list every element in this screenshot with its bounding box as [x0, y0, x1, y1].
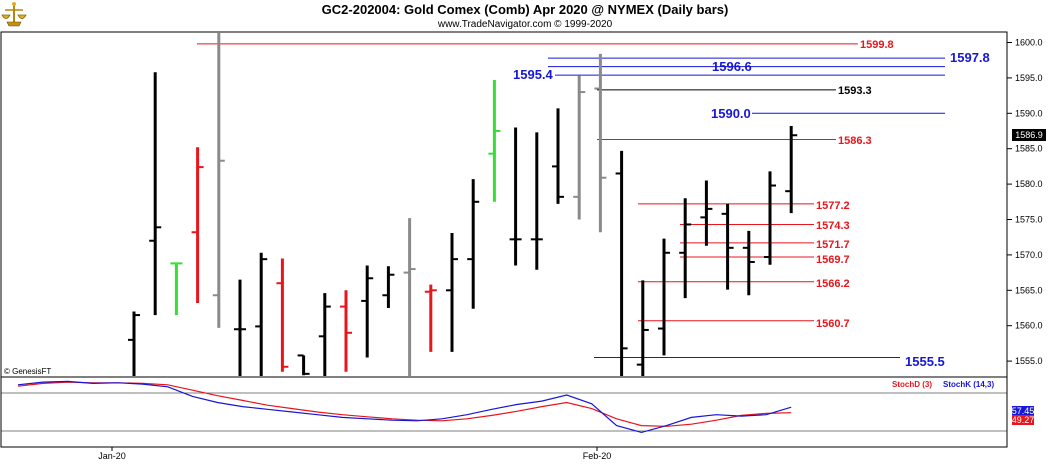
ohlc-bar	[785, 126, 798, 214]
ohlc-bar	[212, 33, 225, 328]
level-label: 1577.2	[816, 200, 850, 212]
ohlc-bar	[700, 180, 713, 246]
level-label: 1597.8	[950, 50, 990, 65]
ohlc-bar	[636, 280, 649, 376]
stoch-k-legend: StochK (14,3)	[943, 380, 994, 389]
ohlc-bar	[721, 203, 734, 290]
price-tick-label: 1570.0	[1015, 250, 1043, 260]
level-label: 1595.4	[513, 67, 554, 82]
stoch-d-value-tag	[1012, 415, 1034, 425]
stoch-k-value-tag	[1012, 406, 1034, 416]
ohlc-bar	[552, 108, 564, 204]
stoch-d-legend: StochD (3)	[892, 380, 932, 389]
ohlc-bar	[658, 238, 670, 356]
stoch-k-value: 57.45	[1012, 406, 1035, 416]
ohlc-bar	[128, 311, 140, 376]
ohlc-bar	[234, 279, 246, 376]
ohlc-bar	[764, 171, 776, 265]
ohlc-bar	[255, 252, 268, 376]
price-tick-label: 1585.0	[1015, 144, 1043, 154]
ohlc-bar	[191, 147, 204, 304]
ohlc-bar	[530, 132, 543, 270]
level-label: 1571.7	[816, 239, 850, 251]
date-tick-label: Feb-20	[583, 451, 612, 461]
chart-subtitle: www.TradeNavigator.com © 1999-2020	[437, 19, 613, 30]
stoch-k-line	[17, 380, 792, 434]
last-price-label: 1586.9	[1015, 130, 1043, 140]
ohlc-bar	[488, 80, 501, 202]
price-tick-label: 1560.0	[1015, 321, 1043, 331]
ohlc-bar	[361, 265, 374, 358]
level-label: 1569.7	[816, 254, 850, 266]
ohlc-bar	[403, 218, 416, 376]
last-price-tag	[1012, 129, 1046, 141]
ohlc-bar	[276, 258, 289, 372]
price-tick-label: 1590.0	[1015, 108, 1043, 118]
ohlc-bar	[594, 53, 607, 233]
level-label: 1593.3	[838, 85, 872, 97]
ohlc-bar	[340, 290, 352, 372]
ohlc-bar	[573, 75, 586, 220]
level-label: 1586.3	[838, 135, 872, 147]
ohlc-bar	[424, 284, 437, 352]
chart-title: GC2-202004: Gold Comex (Comb) Apr 2020 @…	[322, 2, 729, 17]
price-bars	[128, 33, 798, 376]
level-label: 1590.0	[711, 106, 751, 121]
stoch-panel	[0, 376, 1008, 448]
level-label: 1566.2	[816, 278, 850, 290]
ohlc-bar	[446, 232, 458, 352]
ohlc-bar	[149, 72, 162, 316]
ohlc-bar	[615, 150, 628, 376]
price-tick-label: 1580.0	[1015, 179, 1043, 189]
ohlc-bar	[509, 127, 522, 266]
ohlc-bar	[318, 293, 331, 376]
level-label: 1599.8	[860, 39, 894, 51]
level-label: 1574.3	[816, 220, 850, 232]
price-tick-label: 1575.0	[1015, 215, 1043, 225]
price-tick-label: 1595.0	[1015, 73, 1043, 83]
ohlc-bar	[382, 266, 395, 308]
level-label: 1560.7	[816, 318, 850, 330]
date-axis: Jan-20 Feb-20	[98, 447, 611, 461]
price-axis: 1555.0 1560.0 1565.0 1570.0 1575.0 1580.0 1585…	[1007, 38, 1043, 366]
ohlc-bar	[170, 262, 183, 316]
stoch-d-value: 49.27	[1012, 415, 1035, 425]
level-label: 1596.6	[712, 59, 752, 74]
date-tick-label: Jan-20	[98, 451, 126, 461]
scale-trophy-icon	[1, 2, 27, 27]
price-tick-label: 1555.0	[1015, 356, 1043, 366]
price-tick-label: 1600.0	[1015, 38, 1043, 48]
ohlc-bar	[679, 198, 692, 299]
level-lines: 1599.8 1597.8 1596.6 1595.4 1593.3 1590.0 1586…	[197, 39, 990, 369]
ohlc-bar	[467, 179, 480, 309]
price-tick-label: 1565.0	[1015, 285, 1043, 295]
stoch-lines	[17, 380, 792, 434]
price-panel	[0, 31, 1008, 378]
ohlc-bar	[742, 230, 755, 296]
level-label: 1555.5	[905, 354, 945, 369]
copyright-text: © GenesisFT	[4, 367, 51, 376]
ohlc-bar	[297, 354, 310, 376]
